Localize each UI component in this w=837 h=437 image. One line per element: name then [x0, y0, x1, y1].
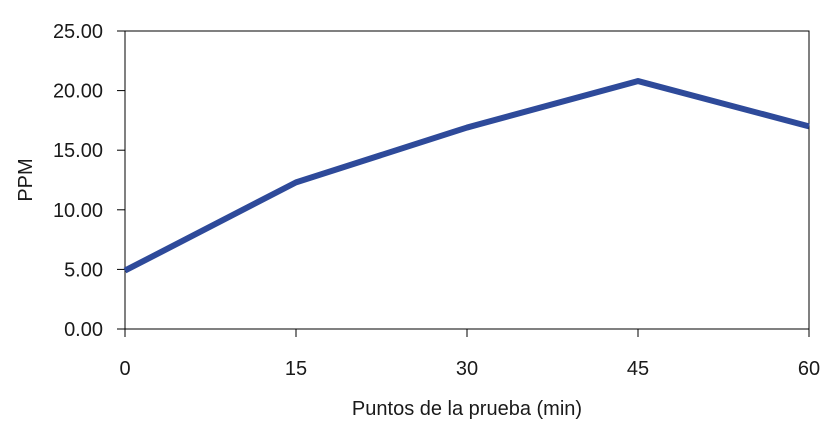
x-tick-label: 15	[285, 358, 307, 380]
x-tick-label: 45	[627, 358, 649, 380]
y-axis: 0.00 5.00 10.00 15.00 20.00 25.00	[53, 21, 125, 341]
x-tick-label: 30	[456, 358, 478, 380]
y-tick-label: 10.00	[53, 200, 103, 222]
y-tick-label: 20.00	[53, 81, 103, 103]
y-axis-title: PPM	[15, 158, 37, 201]
x-axis-title: Puntos de la prueba (min)	[352, 398, 582, 420]
x-axis: 0 15 30 45 60	[119, 329, 820, 380]
plot-area-frame	[124, 30, 810, 330]
y-tick-label: 0.00	[64, 319, 103, 341]
y-tick-label: 15.00	[53, 140, 103, 162]
y-tick-label: 5.00	[64, 259, 103, 281]
series-layer	[123, 78, 810, 274]
series-line	[123, 78, 810, 274]
x-tick-label: 0	[119, 358, 130, 380]
x-tick-label: 60	[798, 358, 820, 380]
y-tick-label: 25.00	[53, 21, 103, 43]
